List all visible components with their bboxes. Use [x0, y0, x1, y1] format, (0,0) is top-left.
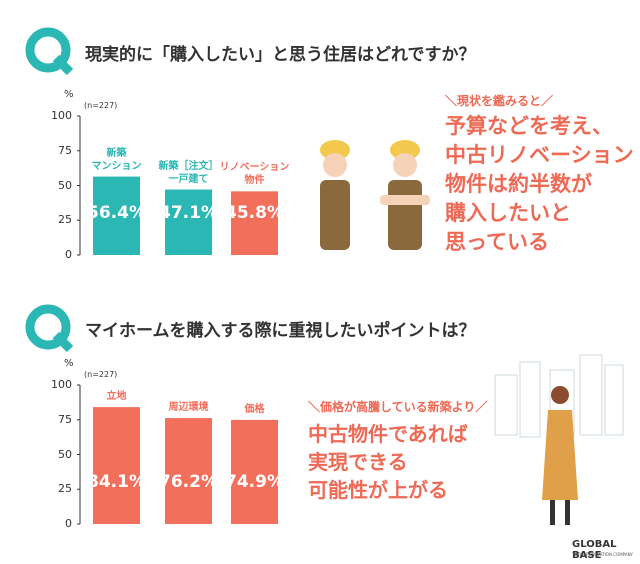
category-label: 新築 マンション — [91, 147, 142, 172]
y-tick-label: 25 — [58, 482, 72, 496]
category-label: 立地 — [106, 391, 127, 403]
y-tick-label: 0 — [65, 517, 72, 530]
q-icon — [25, 304, 74, 353]
callout-heading: ＼価格が高騰している新築より／ — [308, 400, 488, 414]
callout-text: 予算などを考え、 中古リノベーション 物件は約半数が 購入したいと 思っている — [445, 114, 634, 254]
category-label: 周辺環境 — [168, 402, 209, 414]
value-label: 84.1% — [87, 472, 146, 492]
brand: GLOBAL BASE — [572, 539, 617, 561]
bar — [165, 189, 212, 255]
bar — [93, 407, 140, 524]
sample-note: (n=227) — [84, 101, 118, 110]
y-tick-label: 50 — [58, 447, 72, 461]
category-label: 価格 — [244, 403, 265, 415]
y-tick-label: 100 — [51, 378, 72, 391]
value-label: 76.2% — [159, 472, 218, 492]
y-tick-label: 75 — [58, 412, 72, 426]
q-icon — [25, 27, 74, 76]
bar — [231, 419, 278, 524]
bar — [231, 191, 278, 255]
y-tick-label: 50 — [58, 178, 72, 192]
bar — [165, 418, 212, 524]
sample-note: (n=227) — [84, 370, 118, 379]
y-unit: % — [64, 358, 74, 369]
y-tick-label: 100 — [51, 109, 72, 122]
callout-text: 中古物件であれば 実現できる 可能性が上がる — [308, 422, 468, 502]
callout-heading: ＼現状を鑑みると／ — [445, 94, 554, 108]
workers-illustration — [320, 140, 430, 250]
chart-title: 現実的に「購入したい」と思う住居はどれですか？ — [85, 45, 476, 65]
value-label: 45.8% — [225, 203, 284, 223]
bar — [93, 176, 140, 255]
value-label: 56.4% — [87, 203, 146, 223]
y-unit: % — [64, 89, 74, 100]
y-tick-label: 0 — [65, 248, 72, 261]
category-label: リノベーション 物件 — [219, 162, 290, 187]
y-tick-label: 75 — [58, 143, 72, 157]
category-label: 新築［注文］ 一戸建て — [158, 160, 219, 185]
value-label: 74.9% — [225, 472, 284, 492]
chart-title: マイホームを購入する際に重視したいポイントは？ — [85, 321, 476, 341]
tagline: TOTAL RENOVATION COMPANY — [572, 552, 633, 557]
value-label: 47.1% — [159, 203, 218, 223]
y-tick-label: 25 — [58, 213, 72, 227]
woman-illustration — [542, 386, 578, 525]
